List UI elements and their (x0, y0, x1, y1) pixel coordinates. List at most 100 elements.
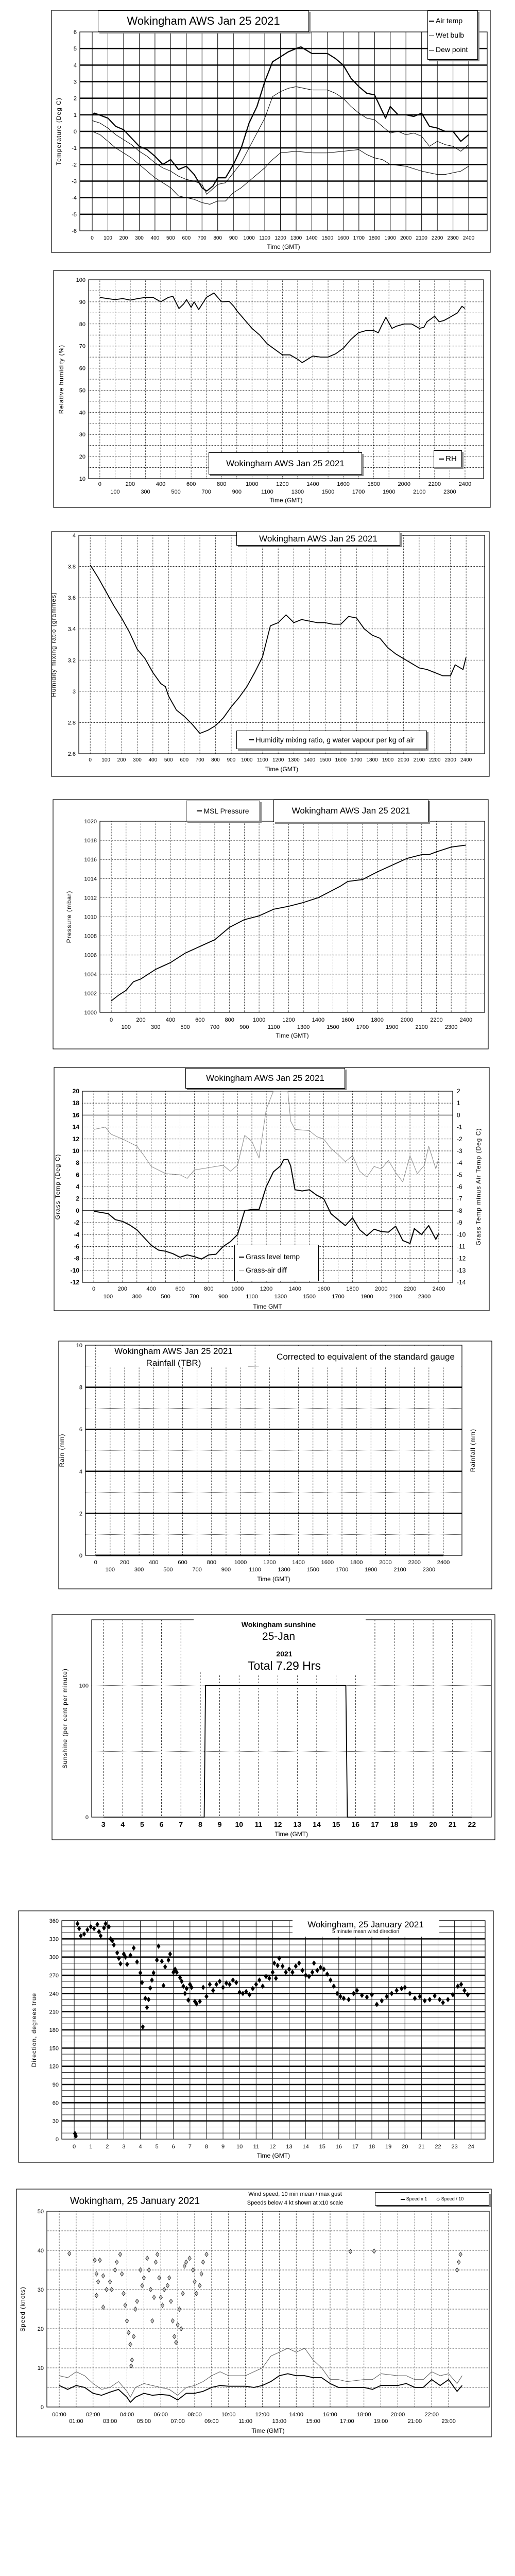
x-tick-label: 20:00 (391, 2412, 405, 2418)
grass-temp-swatch (239, 1256, 244, 1258)
y-tick-label: -3 (72, 179, 77, 185)
data-point (315, 1968, 319, 1974)
x-tick-label: 1100 (257, 757, 268, 763)
x-tick-label: 400 (156, 481, 165, 487)
legend-speed-x1: Speed x 1 (400, 2196, 427, 2201)
x-tick-label: 1200 (272, 757, 284, 763)
x-tick-label: 700 (198, 235, 207, 241)
rh-legend: RH (434, 450, 462, 467)
mix-legend: Humidity mixing ratio, g water vapour pe… (236, 731, 427, 749)
y-axis-label: Sunshine (per cent per minute) (61, 1668, 68, 1769)
y-tick-label: 60 (53, 2100, 59, 2106)
x-tick-label: 11:00 (238, 2418, 252, 2425)
y-tick-label: 2 (79, 1511, 82, 1517)
data-point (182, 2263, 186, 2269)
y-tick-label: 0 (41, 2404, 44, 2411)
data-point (160, 2302, 165, 2308)
x-tick-label: 1700 (353, 235, 365, 241)
x-tick-label: 1600 (317, 1286, 330, 1292)
x-tick-label: 0 (73, 2144, 76, 2150)
legend-wet-bulb: Wet bulb (429, 28, 464, 42)
x-tick-label: 2100 (416, 1024, 428, 1030)
diamond-icon: ◇ (436, 2196, 441, 2201)
x-tick-label: 4 (139, 2144, 142, 2150)
x-tick-label: 04:00 (120, 2412, 134, 2418)
grass-title-box: Wokingham AWS Jan 25 2021 (185, 1068, 345, 1089)
data-point (184, 2259, 188, 2265)
x-tick-label: 02:00 (86, 2412, 100, 2418)
data-point (257, 1977, 262, 1983)
x-tick-label: 1900 (383, 489, 395, 495)
x-tick-label: 600 (180, 757, 188, 763)
data-point (131, 1945, 136, 1951)
y-tick-label: -12 (71, 1279, 80, 1286)
data-point (241, 1990, 245, 1996)
y-tick-label: 50 (38, 2209, 44, 2215)
x-tick-label: 500 (171, 489, 180, 495)
data-point (287, 1966, 291, 1972)
data-point (129, 2363, 133, 2369)
x-tick-label: 1200 (282, 1017, 295, 1023)
data-point (204, 2251, 209, 2257)
y2-tick-label: -13 (457, 1267, 466, 1274)
x-tick-label: 4 (121, 1820, 125, 1828)
data-point (138, 1970, 143, 1976)
data-point (105, 2286, 109, 2293)
data-point (157, 2275, 161, 2281)
data-point (437, 1996, 442, 2003)
data-point (135, 2298, 139, 2304)
x-tick-label: 05:00 (137, 2418, 151, 2425)
chart-3 (53, 799, 489, 1049)
x-tick-label: 10 (236, 2144, 243, 2150)
data-point (458, 2251, 462, 2257)
y2-tick-label: -7 (457, 1195, 462, 1202)
data-point (445, 1996, 450, 2003)
y-tick-label: 240 (49, 1991, 59, 1997)
x-tick-label: 16 (336, 2144, 342, 2150)
x-tick-label: 13 (294, 1820, 302, 1828)
x-tick-label: 2000 (400, 235, 412, 241)
series-line-grass-level-temp (93, 1159, 439, 1260)
x-tick-label: 200 (118, 1286, 127, 1292)
x-tick-label: 2400 (463, 235, 475, 241)
data-point (168, 1951, 173, 1957)
x-tick-label: 400 (166, 1017, 175, 1023)
x-tick-label: 1800 (350, 1560, 363, 1566)
speed-legend: Speed x 1 ◇ Speed / 10 (375, 2192, 489, 2206)
x-tick-label: 800 (225, 1017, 234, 1023)
x-tick-label: 1500 (303, 1294, 315, 1300)
grass-title: Wokingham AWS Jan 25 2021 (206, 1073, 324, 1083)
data-point (165, 2283, 169, 2289)
x-tick-label: 1300 (291, 489, 304, 495)
y-tick-label: 300 (49, 1955, 59, 1961)
x-tick-label: 1600 (337, 235, 349, 241)
data-point (122, 1951, 126, 1957)
y-tick-label: 60 (79, 366, 85, 372)
x-tick-label: 0 (98, 481, 101, 487)
x-tick-label: 01:00 (69, 2418, 83, 2425)
data-point (194, 2291, 198, 2296)
y-tick-label: 2 (76, 1195, 79, 1202)
x-tick-label: 5 (156, 2144, 159, 2150)
x-tick-label: 2100 (416, 235, 428, 241)
y-tick-label: 12 (73, 1136, 80, 1143)
data-point (125, 1961, 129, 1968)
y-tick-label: 0 (56, 2137, 59, 2143)
y-tick-label: -6 (72, 228, 77, 234)
y-tick-label: 40 (38, 2248, 44, 2254)
x-tick-label: 1600 (341, 1017, 354, 1023)
data-point (307, 1973, 311, 1979)
x-tick-label: 0 (91, 235, 94, 241)
data-point (167, 2275, 171, 2281)
data-point (110, 2286, 114, 2293)
x-tick-label: 600 (175, 1286, 184, 1292)
data-point (161, 1982, 166, 1989)
y2-tick-label: -8 (457, 1207, 462, 1214)
y-tick-label: 50 (79, 387, 85, 394)
data-point (145, 2004, 149, 2010)
x-tick-label: 1200 (276, 481, 288, 487)
x-tick-label: 1300 (290, 235, 302, 241)
data-point (159, 2295, 163, 2300)
sun-title: Wokingham sunshine (241, 1620, 316, 1629)
data-point (132, 2334, 136, 2340)
